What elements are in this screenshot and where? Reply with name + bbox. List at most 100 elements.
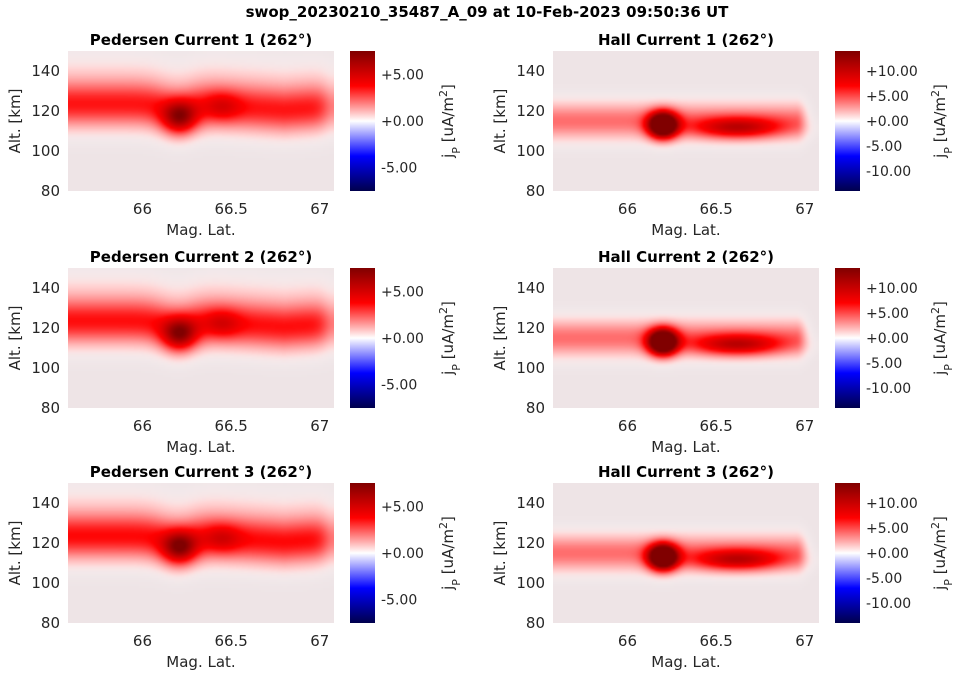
colorbar-tick-label: +10.00 [866,496,918,512]
x-tick-label: 66 [133,200,152,218]
colorbar-tick-label: +10.00 [866,64,918,80]
figure-title: swop_20230210_35487_A_09 at 10-Feb-2023 … [246,3,730,21]
x-axis-label: Mag. Lat. [651,653,720,671]
x-tick-label: 66.5 [699,632,732,650]
x-axis-label: Mag. Lat. [651,221,720,239]
colorbar-label: jP [uA/m2] [437,84,463,159]
y-tick-label: 80 [526,614,545,632]
y-tick-label: 140 [31,62,60,80]
colorbar [350,51,375,191]
y-tick-label: 140 [31,279,60,297]
colorbar [350,483,375,623]
colorbar-tick-label: +0.00 [381,546,424,562]
y-tick-label: 120 [516,102,545,120]
x-tick-label: 66.5 [214,200,247,218]
y-tick-label: 80 [41,182,60,200]
x-tick-label: 67 [310,632,329,650]
panel-title: Hall Current 1 (262°) [598,31,774,49]
y-axis-label: Alt. [km] [491,306,509,371]
heatmap-image [68,268,334,408]
panel-ped1: Pedersen Current 1 (262°) 80 100 120 140 66 66… [6,31,463,239]
colorbar [835,268,860,408]
x-tick-label: 66.5 [214,632,247,650]
y-axis-label: Alt. [km] [491,521,509,586]
y-tick-label: 120 [31,102,60,120]
y-tick-label: 100 [516,142,545,160]
y-tick-label: 120 [516,319,545,337]
heatmap-image [553,51,819,191]
colorbar-tick-label: +0.00 [381,331,424,347]
colorbar-tick-label: +5.00 [866,306,909,322]
colorbar-tick-label: -5.00 [866,356,902,372]
y-tick-label: 100 [516,574,545,592]
colorbar-tick-label: +5.00 [381,499,424,515]
panel-hall3: Hall Current 3 (262°) 80 100 120 140 66 66.5 67… [491,463,955,671]
panel-title: Pedersen Current 3 (262°) [90,463,312,481]
y-axis-label: Alt. [km] [6,306,24,371]
y-tick-label: 100 [31,359,60,377]
x-tick-label: 67 [310,200,329,218]
panel-ped2: Pedersen Current 2 (262°) 80 100 120 140 66 66… [6,248,463,456]
y-tick-label: 140 [516,279,545,297]
panel-ped3: Pedersen Current 3 (262°) 80 100 120 140 66 66… [6,463,463,671]
colorbar-tick-label: -5.00 [381,161,417,177]
x-tick-label: 67 [795,417,814,435]
colorbar-tick-label: -10.00 [866,381,911,397]
y-tick-label: 140 [516,494,545,512]
x-tick-label: 66 [618,417,637,435]
colorbar [835,51,860,191]
y-tick-label: 120 [31,319,60,337]
x-axis-label: Mag. Lat. [166,221,235,239]
colorbar-tick-label: +5.00 [381,284,424,300]
colorbar-label: jP [uA/m2] [437,301,463,376]
colorbar-tick-label: +0.00 [866,331,909,347]
panel-title: Hall Current 2 (262°) [598,248,774,266]
y-axis-label: Alt. [km] [491,89,509,154]
colorbar [835,483,860,623]
panel-hall1: Hall Current 1 (262°) 80 100 120 140 66 66.5 67… [491,31,955,239]
panel-title: Pedersen Current 2 (262°) [90,248,312,266]
colorbar-label: jP [uA/m2] [929,516,955,591]
heatmap-image [553,483,819,623]
colorbar-tick-label: +0.00 [866,114,909,130]
x-tick-label: 67 [795,632,814,650]
heatmap-image [68,483,334,623]
colorbar-tick-label: -5.00 [381,593,417,609]
x-tick-label: 66 [618,632,637,650]
colorbar-tick-label: +10.00 [866,281,918,297]
y-axis-label: Alt. [km] [6,521,24,586]
x-tick-label: 66 [133,632,152,650]
colorbar-tick-label: -10.00 [866,164,911,180]
x-tick-label: 67 [310,417,329,435]
x-axis-label: Mag. Lat. [651,438,720,456]
colorbar-tick-label: +0.00 [381,114,424,130]
heatmap-image [68,51,334,191]
colorbar-label: jP [uA/m2] [437,516,463,591]
y-tick-label: 120 [31,534,60,552]
colorbar-tick-label: -5.00 [381,378,417,394]
y-tick-label: 80 [41,399,60,417]
y-tick-label: 80 [41,614,60,632]
panel-title: Hall Current 3 (262°) [598,463,774,481]
x-tick-label: 66 [133,417,152,435]
colorbar-tick-label: -5.00 [866,571,902,587]
colorbar-tick-label: -10.00 [866,596,911,612]
y-tick-label: 100 [31,142,60,160]
colorbar-label: jP [uA/m2] [929,301,955,376]
panel-hall2: Hall Current 2 (262°) 80 100 120 140 66 66.5 67… [491,248,955,456]
y-tick-label: 100 [516,359,545,377]
x-tick-label: 66 [618,200,637,218]
x-axis-label: Mag. Lat. [166,653,235,671]
x-axis-label: Mag. Lat. [166,438,235,456]
colorbar-tick-label: +0.00 [866,546,909,562]
y-tick-label: 80 [526,182,545,200]
y-axis-label: Alt. [km] [6,89,24,154]
y-tick-label: 120 [516,534,545,552]
colorbar-tick-label: -5.00 [866,139,902,155]
y-tick-label: 140 [31,494,60,512]
y-tick-label: 100 [31,574,60,592]
panels: Pedersen Current 1 (262°) 80 100 120 140 66 66… [6,31,955,671]
y-tick-label: 80 [526,399,545,417]
y-tick-label: 140 [516,62,545,80]
x-tick-label: 67 [795,200,814,218]
